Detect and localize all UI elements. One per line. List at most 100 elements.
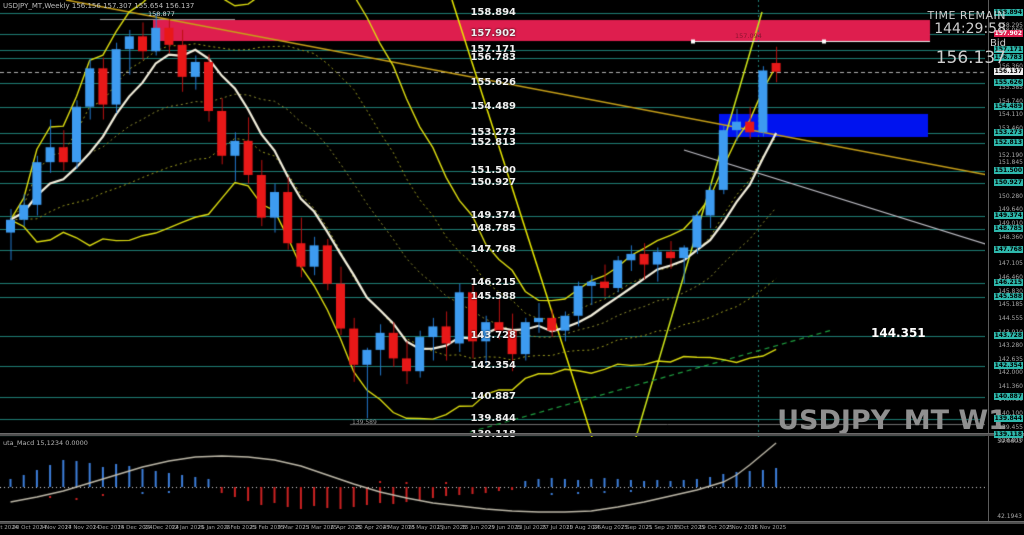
date-label: 3 Nov 2024 bbox=[39, 525, 72, 531]
marker-line-price-label: 157.094 bbox=[735, 32, 762, 40]
date-label: 1 Jun 2025 bbox=[437, 525, 467, 531]
axis-price-label: 141.360 bbox=[998, 382, 1023, 390]
axis-level-tag: 158.894 bbox=[993, 8, 1023, 16]
axis-price-label: 146.460 bbox=[998, 274, 1023, 282]
axis-level-tag: 153.273 bbox=[993, 128, 1023, 136]
axis-price-label: 142.000 bbox=[998, 369, 1023, 377]
axis-level-tag: 146.215 bbox=[993, 279, 1023, 287]
price-level-label: 147.768 bbox=[470, 244, 516, 256]
right-price-axis[interactable]: 158.295158.060156.360155.385154.740154.1… bbox=[989, 0, 1024, 521]
date-label: 29 Dec 2024 bbox=[143, 525, 179, 531]
date-label: 15 Dec 2024 bbox=[117, 525, 153, 531]
price-level-labels: 158.894 157.902 157.171 156.783 155.626 154.4… bbox=[470, 7, 516, 437]
axis-level-tag: 150.927 bbox=[993, 178, 1023, 186]
date-label: 16 Nov 2025 bbox=[750, 525, 787, 531]
axis-level-tag: 147.768 bbox=[993, 246, 1023, 254]
axis-price-label: 149.640 bbox=[998, 206, 1023, 214]
panel-separator[interactable] bbox=[0, 433, 1024, 436]
peak-price-annotation: 158.877 bbox=[148, 10, 175, 18]
axis-price-label: 143.280 bbox=[998, 342, 1023, 350]
price-level-label: 142.354 bbox=[470, 359, 516, 371]
axis-price-label: 147.105 bbox=[998, 260, 1023, 268]
axis-price-label: 151.845 bbox=[998, 159, 1023, 167]
time-remain-block: TIME REMAIN 144:29:58 Bid 156.137 bbox=[928, 10, 1006, 68]
axis-price-label: 148.360 bbox=[998, 233, 1023, 241]
date-label: 9 Mar 2025 bbox=[277, 525, 310, 531]
axis-level-tag: 139.844 bbox=[993, 415, 1023, 423]
axis-price-label: 154.110 bbox=[998, 111, 1023, 119]
axis-price-label: 149.010 bbox=[998, 219, 1023, 227]
indicator-axis-bottom-value: 42.1943 bbox=[997, 513, 1022, 520]
axis-price-label: 143.910 bbox=[998, 329, 1023, 336]
axis-price-label: 139.455 bbox=[998, 423, 1023, 431]
date-label: 27 Jul 2025 bbox=[541, 525, 573, 531]
axis-price-label: 158.295 bbox=[998, 21, 1023, 29]
price-level-label: 155.626 bbox=[470, 76, 516, 88]
price-level-label: 149.374 bbox=[470, 210, 516, 222]
date-label: 9 Feb 2025 bbox=[225, 525, 256, 531]
axis-price-label: 142.635 bbox=[998, 355, 1023, 363]
price-level-label: 150.927 bbox=[470, 176, 516, 188]
price-level-label: 146.215 bbox=[470, 277, 516, 289]
date-label: 15 Jun 2025 bbox=[461, 525, 495, 531]
price-level-label: 151.500 bbox=[470, 164, 516, 176]
indicator-panel-canvas[interactable] bbox=[0, 437, 985, 523]
price-level-label: 145.588 bbox=[470, 290, 516, 302]
axis-level-tag: 148.785 bbox=[993, 224, 1023, 232]
date-label: 7 Sep 2025 bbox=[620, 525, 653, 531]
axis-level-tag: 145.588 bbox=[993, 292, 1023, 300]
axis-level-tag: 154.489 bbox=[993, 102, 1023, 110]
support-price-annotation: 144.351 bbox=[871, 326, 926, 340]
chart-title: USDJPY_MT,Weekly 156.156 157.307 155.654… bbox=[3, 2, 195, 10]
date-label: 20 Oct 2024 bbox=[12, 525, 47, 531]
date-label: 26 Jan 2025 bbox=[197, 525, 231, 531]
axis-level-tag: 157.171 bbox=[993, 45, 1023, 53]
axis-level-tag: 142.354 bbox=[993, 361, 1023, 369]
price-level-label: 157.171 bbox=[470, 43, 516, 55]
axis-border bbox=[988, 0, 989, 521]
low-line-price-label: 139.589 bbox=[352, 419, 377, 426]
price-level-label: 152.813 bbox=[470, 136, 516, 148]
date-label: 5 Oct 2025 bbox=[674, 525, 705, 531]
date-label: 10 Aug 2025 bbox=[566, 525, 602, 531]
date-label: 4 May 2025 bbox=[382, 525, 416, 531]
axis-level-tag: 140.887 bbox=[993, 393, 1023, 401]
date-label: 18 May 2025 bbox=[407, 525, 444, 531]
symbol-watermark: USDJPY_MT W1 bbox=[777, 405, 1007, 436]
date-label: 23 Mar 2025 bbox=[302, 525, 338, 531]
price-level-label: 156.783 bbox=[470, 52, 516, 64]
axis-price-label: 152.190 bbox=[998, 151, 1023, 159]
date-label: 24 Aug 2025 bbox=[592, 525, 628, 531]
date-label: 17 Nov 2024 bbox=[64, 525, 100, 531]
bid-value: 156.137 bbox=[935, 47, 1006, 68]
axis-price-label: 138.810 bbox=[998, 437, 1023, 445]
axis-price-label: 144.555 bbox=[998, 314, 1023, 322]
axis-level-tag: 152.813 bbox=[993, 138, 1023, 146]
date-label: 20 Apr 2025 bbox=[355, 525, 390, 531]
time-remain-label: TIME REMAIN bbox=[927, 9, 1006, 22]
axis-zone-tag: 157.902 bbox=[993, 30, 1023, 38]
price-level-label: 157.902 bbox=[470, 28, 516, 40]
date-axis-separator bbox=[0, 521, 1024, 524]
axis-level-tag: 155.626 bbox=[993, 78, 1023, 86]
axis-price-label: 153.460 bbox=[998, 125, 1023, 132]
bid-label: Bid bbox=[990, 38, 1006, 50]
axis-level-tag: 139.118 bbox=[993, 430, 1023, 438]
price-chart-canvas[interactable] bbox=[0, 0, 985, 437]
price-level-label: 140.887 bbox=[470, 391, 516, 403]
price-level-label: 148.785 bbox=[470, 222, 516, 234]
axis-price-label: 156.360 bbox=[998, 63, 1023, 71]
price-level-label: 139.118 bbox=[470, 429, 516, 437]
date-label: 29 Jun 2025 bbox=[488, 525, 522, 531]
date-label: 6 Apr 2025 bbox=[330, 525, 362, 531]
axis-price-label: 140.100 bbox=[998, 409, 1023, 417]
date-label: 13 Jul 2025 bbox=[515, 525, 547, 531]
date-label: 21 Sep 2025 bbox=[645, 525, 681, 531]
axis-level-tag: 143.728 bbox=[993, 332, 1023, 340]
date-label: 6 Oct 2024 bbox=[0, 525, 19, 531]
date-label: 12 Jan 2025 bbox=[171, 525, 205, 531]
axis-level-tag: 151.500 bbox=[993, 166, 1023, 174]
price-level-label: 153.273 bbox=[470, 126, 516, 138]
